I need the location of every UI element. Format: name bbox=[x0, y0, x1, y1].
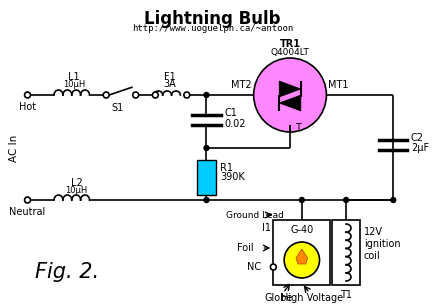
Text: MT1: MT1 bbox=[328, 80, 349, 90]
Polygon shape bbox=[279, 81, 301, 97]
Text: NC: NC bbox=[248, 262, 261, 272]
Circle shape bbox=[152, 92, 158, 98]
Text: 0.02: 0.02 bbox=[224, 119, 246, 129]
Text: ignition: ignition bbox=[364, 239, 400, 249]
Text: 2μF: 2μF bbox=[411, 143, 429, 152]
Text: 10μH: 10μH bbox=[63, 80, 85, 89]
Circle shape bbox=[25, 197, 31, 203]
Text: TR1: TR1 bbox=[280, 39, 301, 49]
Text: R1: R1 bbox=[220, 163, 233, 173]
Polygon shape bbox=[279, 95, 301, 111]
Circle shape bbox=[299, 197, 304, 202]
Text: AC In: AC In bbox=[9, 134, 19, 162]
Bar bbox=[197, 160, 216, 195]
Circle shape bbox=[391, 197, 396, 202]
Circle shape bbox=[204, 197, 209, 202]
Text: High Voltage: High Voltage bbox=[281, 293, 343, 303]
Text: Foil: Foil bbox=[237, 243, 254, 253]
Circle shape bbox=[343, 197, 349, 202]
Text: Q4004LT: Q4004LT bbox=[270, 48, 309, 57]
Text: Fig. 2.: Fig. 2. bbox=[35, 262, 99, 282]
Text: C1: C1 bbox=[224, 108, 237, 118]
Text: 390K: 390K bbox=[220, 172, 245, 182]
Text: Ground Lead: Ground Lead bbox=[226, 210, 284, 220]
Text: L2: L2 bbox=[71, 178, 83, 188]
Circle shape bbox=[103, 92, 109, 98]
Text: 12V: 12V bbox=[364, 227, 383, 237]
Circle shape bbox=[204, 92, 209, 98]
Text: coil: coil bbox=[364, 251, 381, 261]
Circle shape bbox=[204, 145, 209, 151]
Text: MT2: MT2 bbox=[231, 80, 252, 90]
Text: G-40: G-40 bbox=[290, 225, 314, 235]
Text: T: T bbox=[295, 123, 301, 133]
Polygon shape bbox=[296, 249, 308, 264]
Text: http://www.uoguelph.ca/~antoon: http://www.uoguelph.ca/~antoon bbox=[132, 24, 293, 33]
Circle shape bbox=[133, 92, 139, 98]
Text: T1: T1 bbox=[340, 290, 352, 300]
Text: 3A: 3A bbox=[164, 79, 176, 89]
Circle shape bbox=[184, 92, 190, 98]
Circle shape bbox=[270, 264, 276, 270]
Text: Globe: Globe bbox=[264, 293, 292, 303]
Text: Lightning Bulb: Lightning Bulb bbox=[144, 10, 281, 28]
Text: 10μH: 10μH bbox=[66, 186, 88, 195]
Text: C2: C2 bbox=[411, 132, 424, 143]
Text: F1: F1 bbox=[164, 72, 176, 82]
Circle shape bbox=[25, 92, 31, 98]
Text: Hot: Hot bbox=[19, 102, 36, 112]
Circle shape bbox=[284, 242, 320, 278]
Text: L1: L1 bbox=[68, 72, 79, 82]
Text: S1: S1 bbox=[112, 103, 124, 113]
Bar bbox=[332, 220, 360, 285]
Text: I1: I1 bbox=[262, 223, 271, 233]
Bar bbox=[273, 220, 330, 285]
Circle shape bbox=[254, 58, 327, 132]
Text: Neutral: Neutral bbox=[10, 207, 46, 217]
